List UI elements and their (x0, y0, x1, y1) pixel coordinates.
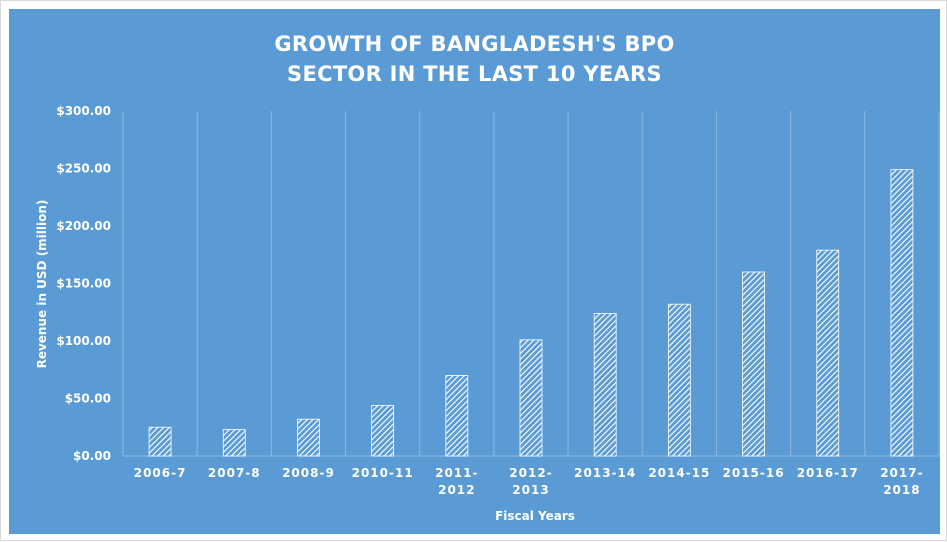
x-axis-title: Fiscal Years (495, 509, 575, 523)
y-axis-ticks: $0.00 $50.00 $100.00 $150.00 $200.00 $250.00 $… (56, 104, 111, 463)
x-tick-label: 2013-14 (574, 466, 636, 480)
x-tick-label: 2008-9 (282, 466, 335, 480)
bar (148, 426, 172, 457)
x-tick-label: 2006-7 (134, 466, 187, 480)
bar (816, 249, 840, 457)
x-tick-label: 2017-2018 (880, 466, 923, 497)
bars (148, 169, 914, 457)
y-tick-label: $250.00 (56, 162, 111, 176)
bar (742, 271, 765, 457)
bar (667, 303, 691, 457)
chart-title: GROWTH OF BANGLADESH'S BPO SECTOR IN THE… (274, 32, 675, 86)
x-tick-label: 2014-15 (648, 466, 710, 480)
x-tick-label: 2011-2012 (435, 466, 478, 497)
bar (519, 339, 543, 457)
x-tick-label: 2012-2013 (509, 466, 552, 497)
y-tick-label: $50.00 (65, 392, 111, 406)
bar (297, 418, 320, 457)
x-tick-label: 2010-11 (352, 466, 414, 480)
y-axis-title: Revenue in USD (million) (35, 200, 49, 369)
y-tick-label: $300.00 (56, 104, 111, 118)
bar (371, 404, 395, 457)
bar (593, 312, 617, 457)
y-tick-label: $150.00 (56, 277, 111, 291)
x-tick-label: 2007-8 (208, 466, 261, 480)
y-tick-label: $200.00 (56, 219, 111, 233)
bar (890, 169, 914, 457)
bar (222, 429, 246, 457)
x-tick-label: 2015-16 (723, 466, 785, 480)
x-axis-ticks: 2006-7 2007-8 2008-9 2010-11 2011-2012 2012-2… (134, 466, 923, 497)
bar (445, 375, 469, 457)
gridlines (122, 111, 940, 456)
y-tick-label: $0.00 (73, 449, 111, 463)
x-tick-label: 2016-17 (797, 466, 859, 480)
y-tick-label: $100.00 (56, 334, 111, 348)
